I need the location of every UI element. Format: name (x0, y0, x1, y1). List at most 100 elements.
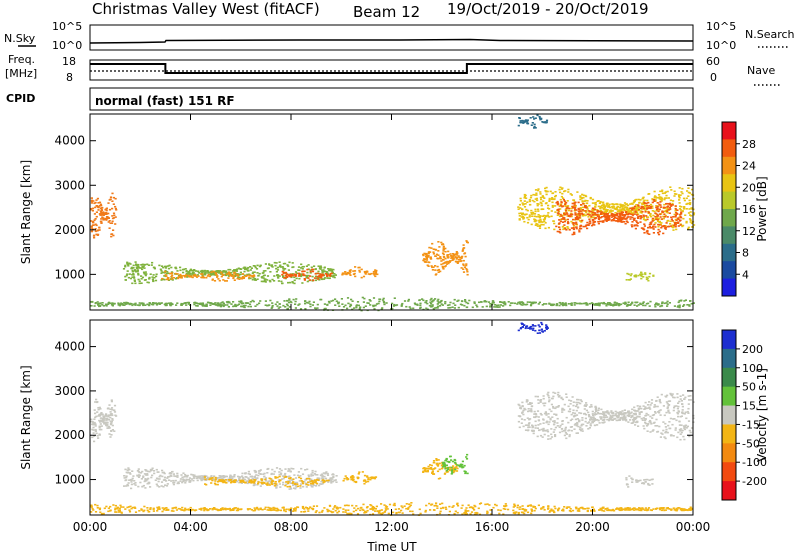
echo-cell (578, 230, 581, 233)
echo-cell (294, 300, 297, 303)
echo-cell (663, 302, 666, 305)
echo-cell (688, 435, 691, 438)
echo-cell (549, 437, 552, 440)
echo-cell (605, 203, 608, 205)
echo-cell (537, 419, 540, 421)
echo-cell (104, 414, 107, 416)
echo-cell (240, 268, 243, 270)
echo-cell (630, 415, 633, 417)
echo-cell (677, 402, 680, 404)
echo-cell (673, 418, 676, 420)
echo-cell (610, 419, 613, 421)
echo-cell (179, 266, 182, 269)
echo-cell (677, 431, 680, 434)
echo-cell (407, 298, 410, 301)
echo-cell (587, 411, 590, 414)
echo-cell (546, 327, 549, 329)
nsearch-tick-top: 10^5 (706, 20, 736, 33)
echo-cell (657, 233, 661, 236)
echo-cell (634, 274, 637, 277)
echo-cell (666, 305, 669, 307)
echo-cell (543, 404, 546, 407)
echo-cell (547, 416, 550, 418)
echo-cell (521, 326, 524, 328)
echo-cell (591, 198, 595, 201)
echo-cell (576, 214, 580, 216)
echo-cell (138, 302, 141, 304)
echo-cell (669, 186, 672, 188)
echo-cell (145, 474, 148, 476)
echo-cell (311, 474, 314, 477)
echo-cell (247, 477, 250, 479)
echo-cell (289, 470, 292, 473)
echo-cell (164, 274, 167, 276)
echo-cell (658, 425, 661, 428)
echo-cell (211, 279, 214, 281)
echo-cell (314, 473, 317, 476)
echo-cell (582, 194, 585, 197)
echo-cell (570, 220, 573, 223)
echo-cell (137, 468, 140, 470)
echo-cell (532, 327, 535, 330)
echo-cell (273, 261, 276, 264)
echo-cell (183, 302, 186, 305)
echo-cell (519, 301, 522, 304)
echo-cell (537, 208, 540, 211)
echo-cell (451, 306, 454, 308)
echo-cell (612, 414, 615, 417)
echo-cell (521, 412, 524, 414)
echo-cell (241, 277, 244, 280)
echo-cell (152, 302, 155, 304)
echo-cell (314, 268, 317, 271)
echo-cell (552, 220, 555, 222)
echo-cell (548, 303, 551, 305)
echo-cell (688, 304, 691, 306)
echo-cell (652, 232, 655, 234)
echo-cell (253, 265, 257, 267)
station-title: Christmas Valley West (fitACF) (92, 0, 320, 18)
echo-cell (637, 408, 640, 411)
echo-cell (629, 203, 632, 205)
echo-cell (252, 484, 255, 487)
echo-cell (455, 261, 458, 263)
echo-cell (500, 301, 504, 304)
echo-cell (558, 226, 561, 228)
echo-cell (637, 274, 640, 277)
echo-cell (95, 398, 98, 401)
echo-cell (659, 204, 662, 206)
echo-cell (239, 481, 242, 483)
echo-cell (641, 210, 644, 213)
echo-cell (188, 477, 191, 479)
echo-cell (131, 282, 134, 285)
echo-cell (244, 302, 248, 304)
echo-cell (531, 199, 534, 202)
echo-cell (663, 198, 666, 201)
echo-cell (531, 426, 535, 428)
echo-cell (539, 423, 542, 425)
echo-cell (559, 424, 562, 427)
echo-cell (659, 436, 662, 438)
echo-cell (137, 265, 140, 268)
echo-cell (260, 276, 263, 278)
echo-cell (230, 274, 233, 276)
echo-cell (525, 197, 528, 199)
echo-cell (274, 481, 277, 483)
echo-cell (664, 191, 667, 193)
echo-cell (635, 206, 638, 208)
echo-cell (528, 200, 531, 203)
echo-cell (649, 421, 652, 423)
echo-cell (142, 265, 145, 267)
echo-cell (619, 411, 623, 414)
echo-cell (574, 212, 577, 214)
echo-cell (533, 127, 536, 129)
echo-cell (168, 479, 171, 481)
echo-cell (637, 479, 640, 482)
echo-cell (497, 304, 500, 306)
echo-cell (627, 273, 630, 276)
echo-cell (163, 472, 166, 475)
echo-cell (640, 417, 643, 420)
echo-cell (683, 206, 686, 209)
echo-cell (432, 473, 436, 475)
echo-cell (428, 467, 431, 470)
echo-cell (675, 193, 678, 195)
